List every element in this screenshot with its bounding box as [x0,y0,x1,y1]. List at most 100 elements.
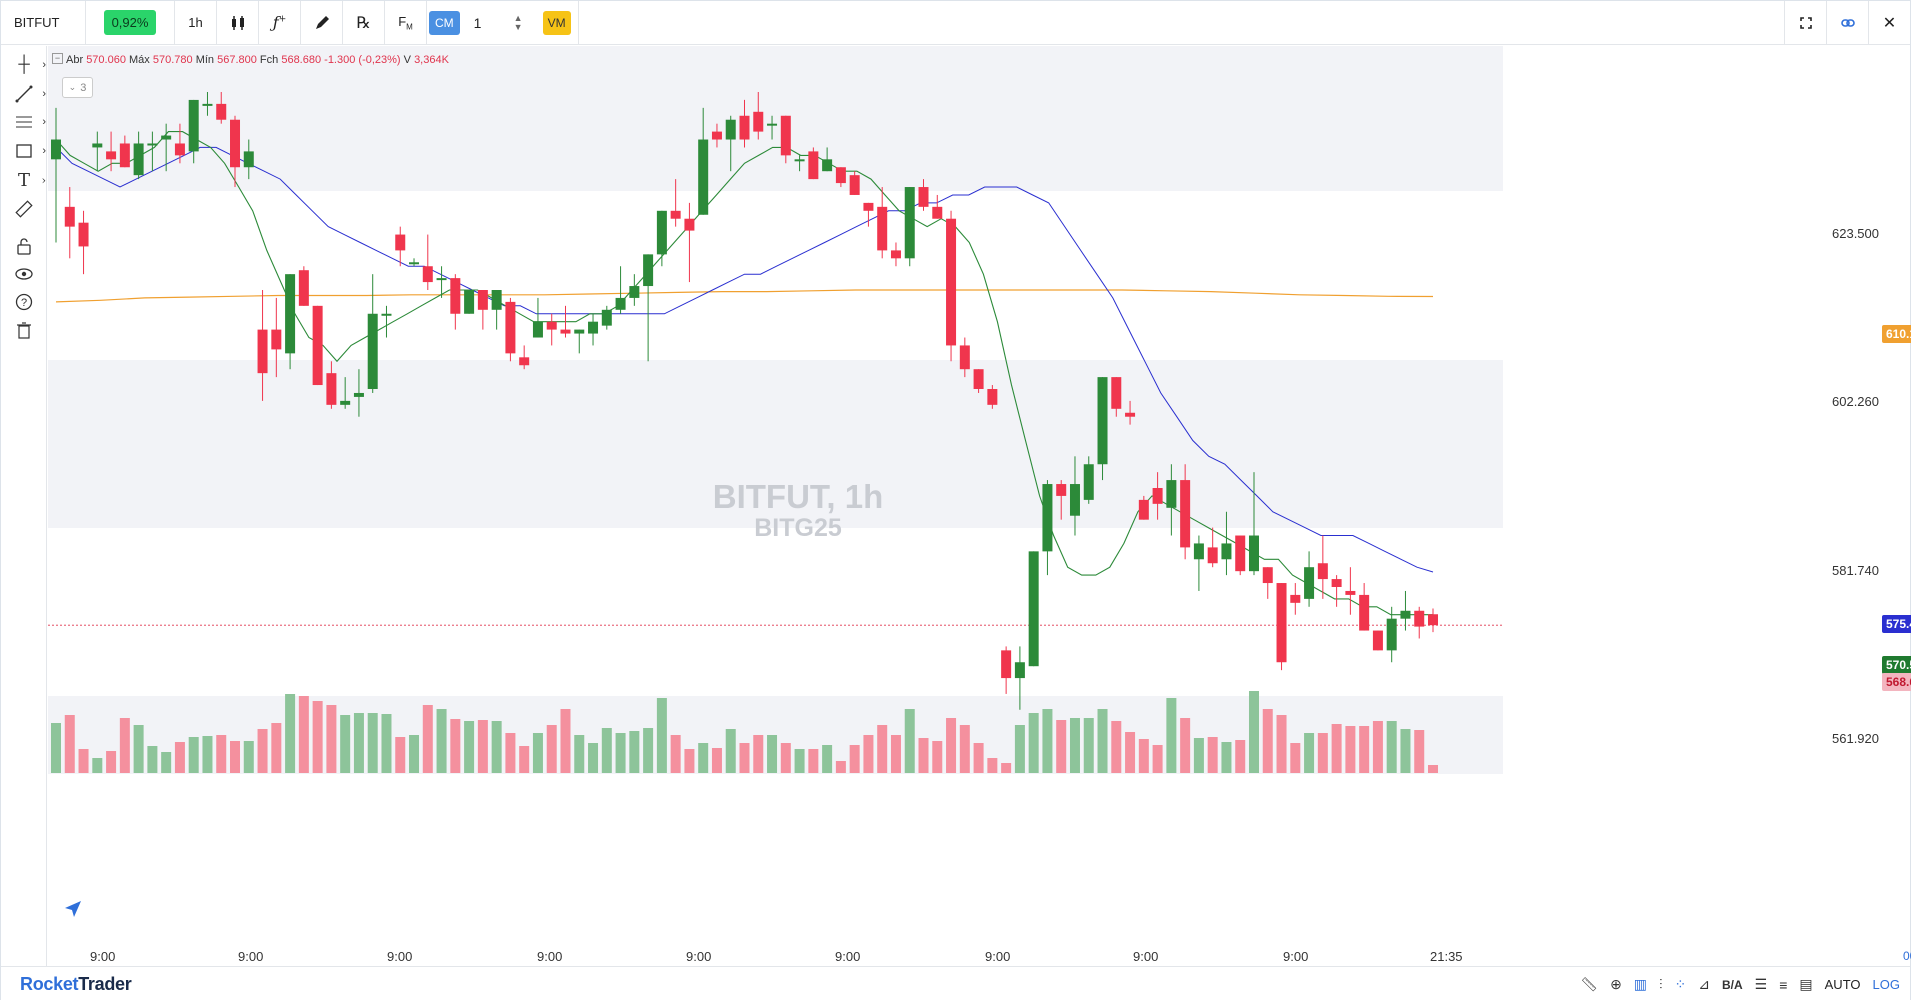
time-axis-label: 9:00 [537,949,563,964]
close-button[interactable]: ✕ [1868,1,1910,45]
order-controls: CM 1 ▲ ▼ VM [427,0,579,45]
quantity-stepper[interactable]: ▲ ▼ [513,12,523,32]
fullscreen-button[interactable] [1784,1,1826,45]
volume-value: 3,364K [414,54,449,66]
trendline-icon [15,85,33,103]
cm-button[interactable]: CM [429,10,460,35]
prescription-button[interactable]: ℞ [343,0,385,45]
text-tool[interactable]: T › [11,167,46,193]
crosshair-tool[interactable]: ┼ › [11,52,46,78]
volume-bar [835,761,846,773]
stepper-up-icon[interactable]: ▲ [513,12,523,23]
price-chart[interactable] [48,46,1910,966]
indicators-toggle[interactable]: ⌄ 3 [62,77,93,98]
candle-body [629,286,640,298]
volume-bar [987,758,998,773]
candle-body [643,254,654,287]
crosshair-icon: ┼ [18,56,30,73]
candle-body [78,222,89,247]
candle-body [202,103,213,106]
lock-tool[interactable] [11,233,37,259]
volume-bar [1193,738,1204,773]
candle-body [381,313,392,316]
auto-scale-button[interactable]: AUTO [1824,977,1861,992]
expand-arrow-icon[interactable]: › [42,88,46,100]
candle-body [1386,618,1397,651]
svg-text:?: ? [21,297,27,309]
link-button[interactable] [1826,1,1868,45]
volume-bar [464,721,475,773]
brand-part2: Trader [78,973,132,994]
candle-body [904,187,915,259]
log-scale-button[interactable]: LOG [1872,977,1900,992]
change-cell: 0,92% [86,0,175,45]
candle-body [877,206,888,251]
vm-button[interactable]: VM [542,10,571,35]
collapse-legend-button[interactable]: − [52,53,63,64]
function-icon: ƒ+ [272,13,287,32]
navigate-button[interactable] [58,894,88,924]
candle-body [505,301,516,354]
candlestick-type-button[interactable] [217,0,259,45]
timeframe-button[interactable]: 1h [175,0,217,45]
layers-icon[interactable]: ▤ [1799,976,1813,992]
symbol-selector[interactable]: BITFUT [1,0,86,45]
volume-bar [1166,698,1177,773]
fm-button[interactable]: FM [385,0,427,45]
ruler-tool[interactable] [11,196,37,222]
volume-bar [822,745,833,773]
expand-arrow-icon[interactable]: › [42,59,46,71]
horizontal-lines-icon [16,116,32,128]
chart-type-icon[interactable]: ⊿ [1698,976,1710,992]
candle-body [1262,567,1273,584]
help-tool[interactable]: ? [11,289,37,315]
stepper-down-icon[interactable]: ▼ [513,21,523,32]
lines-tool[interactable]: › [11,109,46,135]
unlock-icon [17,238,31,255]
volume-bar [601,728,612,773]
visibility-tool[interactable] [11,261,37,287]
last-price-tag: 568.680 [1882,673,1911,691]
indicators-button[interactable]: ƒ+ [259,0,301,45]
candle-body [588,321,599,334]
chart-area[interactable]: − Abr 570.060 Máx 570.780 Mín 567.800 Fc… [48,46,1911,966]
line-chart-icon[interactable]: ⫶ [1659,976,1663,992]
expand-arrow-icon[interactable]: › [42,145,46,157]
time-axis-label: 9:00 [1283,949,1309,964]
candle-body [849,175,860,195]
expand-arrow-icon[interactable]: › [42,116,46,128]
time-axis-label: 9:00 [985,949,1011,964]
high-label: Máx [129,54,150,66]
volume-bars-icon[interactable]: ▥ [1633,976,1648,992]
candle-body [863,202,874,211]
candle-body [1193,543,1204,560]
ruler-icon[interactable]: 📏︎ [1580,976,1599,992]
volume-bar [1207,737,1218,773]
drawing-button[interactable] [301,0,343,45]
trendline-tool[interactable]: › [11,81,46,107]
volume-bar [422,705,433,773]
trash-icon [17,322,31,339]
volume-bar [1014,725,1025,773]
candle-body [1372,630,1383,651]
expand-arrow-icon[interactable]: › [41,173,46,187]
volume-bar [161,752,172,773]
ma-mid-price-tag: 575.400 [1882,615,1911,633]
candle-body [1056,484,1067,496]
pen-icon [315,15,329,29]
candle-body [161,135,172,140]
quantity-input[interactable]: 1 [473,14,482,31]
list-icon[interactable]: ≡ [1779,976,1788,993]
shapes-tool[interactable]: › [11,138,46,164]
delete-tool[interactable] [11,317,37,343]
volume-bar [1180,718,1191,773]
grid-icon[interactable]: ⁘ [1674,976,1687,992]
volume-bar [1069,718,1080,773]
candle-body [780,115,791,156]
order-book-icon[interactable]: ☰ [1754,976,1768,992]
candle-body [436,278,447,281]
volume-bar [1125,732,1136,773]
bid-ask-button[interactable]: B/A [1722,977,1743,992]
zoom-icon[interactable]: ⊕ [1610,976,1622,992]
